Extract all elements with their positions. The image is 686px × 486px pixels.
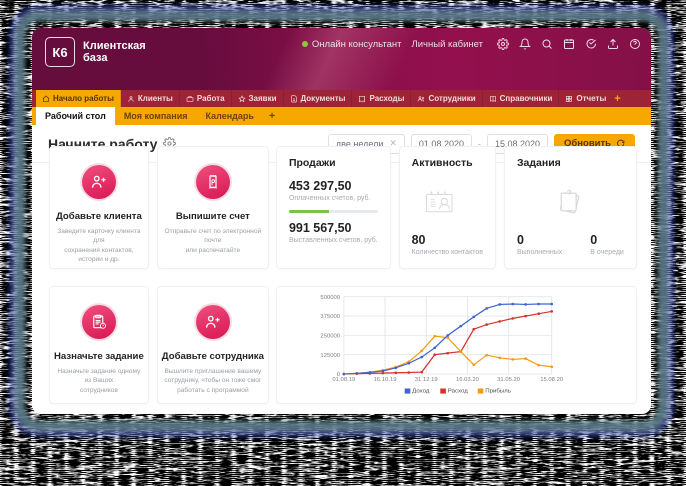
svg-text:16.10.19: 16.10.19 xyxy=(374,377,397,383)
svg-text:31.12.19: 31.12.19 xyxy=(415,377,438,383)
svg-text:01.08.19: 01.08.19 xyxy=(332,377,355,383)
svg-text:16.03.20: 16.03.20 xyxy=(456,377,479,383)
svg-text:Доход: Доход xyxy=(412,389,430,395)
svg-text:500000: 500000 xyxy=(320,295,340,301)
svg-text:Прибыль: Прибыль xyxy=(485,389,511,395)
svg-text:250000: 250000 xyxy=(320,334,340,340)
svg-text:Расход: Расход xyxy=(448,389,469,395)
svg-text:15.08.20: 15.08.20 xyxy=(540,377,563,383)
svg-text:31.05.20: 31.05.20 xyxy=(497,377,520,383)
svg-text:125000: 125000 xyxy=(320,353,340,359)
svg-text:375000: 375000 xyxy=(320,314,340,320)
